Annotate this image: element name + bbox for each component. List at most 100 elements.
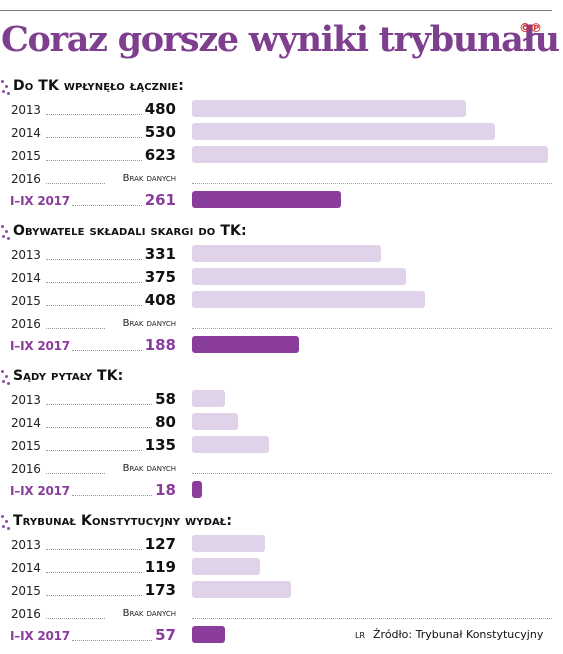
data-label: 261 — [142, 191, 176, 209]
no-data-label: Brak danych — [119, 173, 176, 184]
dotted-marker-icon — [1, 515, 11, 531]
chart-title: Coraz gorsze wyniki trybunału — [1, 19, 560, 60]
leader-dots — [72, 205, 174, 206]
category-label: 2014 — [11, 271, 41, 285]
bar-row: 2013 331 — [0, 244, 560, 266]
panel-title: Obywatele składali skargi do TK: — [13, 223, 247, 239]
empty-bar-dots — [192, 473, 552, 474]
data-label: 57 — [153, 626, 176, 644]
bar-row: I–IX 2017 188 — [0, 335, 560, 357]
bar-row: I–IX 2017 57 — [0, 625, 560, 647]
leader-dots — [46, 404, 174, 405]
empty-bar-dots — [192, 328, 552, 329]
category-label: I–IX 2017 — [10, 339, 70, 353]
data-label: 135 — [142, 436, 176, 454]
dotted-marker-icon — [1, 225, 11, 241]
source-note: Źródło: Trybunał Konstytucyjny — [373, 628, 544, 641]
panel-title: Do TK wpłynęło łącznie: — [13, 78, 184, 94]
bar — [192, 558, 260, 575]
leader-dots — [46, 595, 174, 596]
category-label: 2016 — [11, 317, 41, 331]
category-label: 2013 — [11, 248, 41, 262]
category-label: 2013 — [11, 103, 41, 117]
data-label: 530 — [142, 123, 176, 141]
data-label: 480 — [142, 100, 176, 118]
author-initials: LR — [355, 631, 366, 640]
leader-dots — [72, 495, 174, 496]
bar-row: I–IX 2017 261 — [0, 190, 560, 212]
category-label: 2015 — [11, 439, 41, 453]
bar-row: 2013 480 — [0, 99, 560, 121]
category-label: 2016 — [11, 172, 41, 186]
empty-bar-dots — [192, 183, 552, 184]
bar — [192, 146, 548, 163]
category-label: I–IX 2017 — [10, 194, 70, 208]
leader-dots — [46, 549, 174, 550]
bar — [192, 436, 269, 453]
data-label: 408 — [142, 291, 176, 309]
category-label: 2013 — [11, 393, 41, 407]
bar-row: I–IX 2017 18 — [0, 480, 560, 502]
data-label: 375 — [142, 268, 176, 286]
category-label: 2015 — [11, 149, 41, 163]
bar-row: 2013 58 — [0, 389, 560, 411]
bar-row: 2015 623 — [0, 145, 560, 167]
category-label: 2013 — [11, 538, 41, 552]
bar — [192, 581, 291, 598]
leader-dots — [46, 328, 105, 329]
category-label: 2015 — [11, 584, 41, 598]
no-data-label: Brak danych — [119, 463, 176, 474]
bar-row: 2014 375 — [0, 267, 560, 289]
bar-row: 2015 135 — [0, 435, 560, 457]
leader-dots — [72, 350, 174, 351]
dotted-marker-icon — [1, 80, 11, 96]
data-label: 173 — [142, 581, 176, 599]
category-label: 2016 — [11, 607, 41, 621]
bar-row: 2014 119 — [0, 557, 560, 579]
leader-dots — [72, 640, 174, 641]
panel-title: Sądy pytały TK: — [13, 368, 124, 384]
category-label: 2014 — [11, 126, 41, 140]
bar — [192, 100, 466, 117]
bar — [192, 535, 265, 552]
copyright-mark: ©℗ — [519, 21, 542, 35]
leader-dots — [46, 282, 174, 283]
leader-dots — [46, 427, 174, 428]
bar-row: 2015 173 — [0, 580, 560, 602]
bar-row: 2016 Brak danych — [0, 168, 560, 190]
leader-dots — [46, 160, 174, 161]
bar — [192, 626, 225, 643]
bar — [192, 291, 425, 308]
bar — [192, 191, 341, 208]
leader-dots — [46, 259, 174, 260]
bar-row: 2016 Brak danych — [0, 458, 560, 480]
category-label: I–IX 2017 — [10, 629, 70, 643]
leader-dots — [46, 305, 174, 306]
category-label: 2016 — [11, 462, 41, 476]
bar — [192, 481, 202, 498]
data-label: 331 — [142, 245, 176, 263]
leader-dots — [46, 183, 105, 184]
leader-dots — [46, 137, 174, 138]
bar-row: 2014 530 — [0, 122, 560, 144]
category-label: 2014 — [11, 561, 41, 575]
data-label: 623 — [142, 146, 176, 164]
category-label: 2014 — [11, 416, 41, 430]
credit-line: LR Źródło: Trybunał Konstytucyjny — [355, 628, 543, 641]
bar — [192, 245, 381, 262]
data-label: 80 — [153, 413, 176, 431]
bar — [192, 413, 238, 430]
bar — [192, 123, 495, 140]
category-label: I–IX 2017 — [10, 484, 70, 498]
data-label: 188 — [142, 336, 176, 354]
panel-title: Trybunał Konstytucyjny wydał: — [13, 513, 233, 529]
empty-bar-dots — [192, 618, 552, 619]
bar-row: 2016 Brak danych — [0, 603, 560, 625]
data-label: 127 — [142, 535, 176, 553]
bar-row: 2013 127 — [0, 534, 560, 556]
bar-row: 2014 80 — [0, 412, 560, 434]
bar — [192, 268, 406, 285]
bar — [192, 390, 225, 407]
data-label: 119 — [142, 558, 176, 576]
bar-row: 2016 Brak danych — [0, 313, 560, 335]
